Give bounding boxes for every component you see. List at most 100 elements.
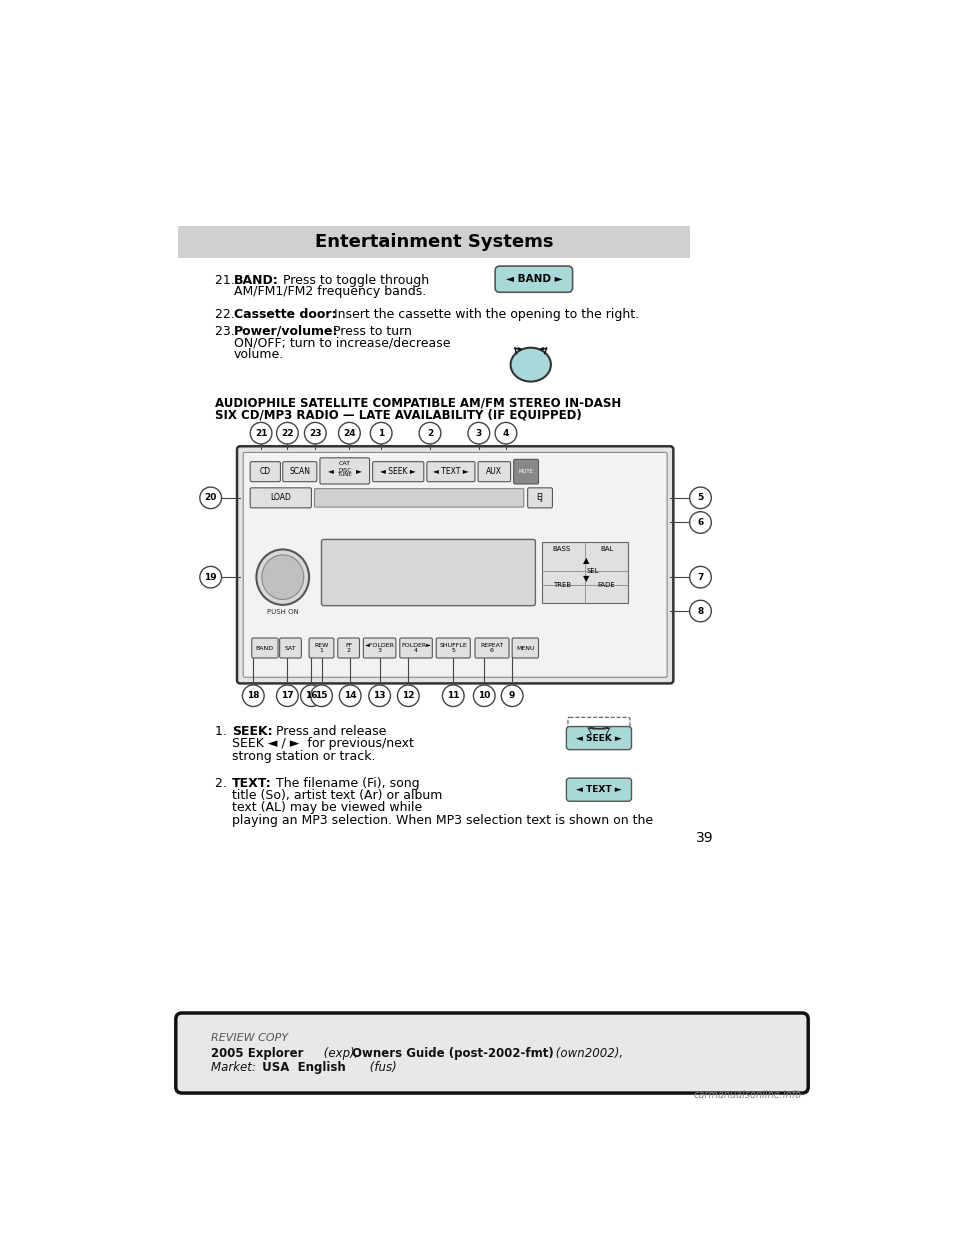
Text: SCAN: SCAN [289, 467, 310, 476]
FancyBboxPatch shape [372, 462, 423, 482]
Text: TREB: TREB [553, 581, 571, 587]
Text: 13: 13 [373, 692, 386, 700]
Text: Insert the cassette with the opening to the right.: Insert the cassette with the opening to … [330, 308, 639, 322]
Text: 21: 21 [254, 428, 267, 437]
Text: 21.: 21. [214, 273, 238, 287]
Text: ◄ TEXT ►: ◄ TEXT ► [576, 785, 622, 794]
Circle shape [420, 422, 441, 443]
Text: (exp),: (exp), [320, 1047, 362, 1059]
Text: Cassette door:: Cassette door: [234, 308, 336, 322]
Text: 2005 Explorer: 2005 Explorer [211, 1047, 304, 1059]
Text: 11: 11 [447, 692, 460, 700]
Circle shape [311, 684, 332, 707]
Circle shape [689, 600, 711, 622]
Text: AUDIOPHILE SATELLITE COMPATIBLE AM/FM STEREO IN-DASH: AUDIOPHILE SATELLITE COMPATIBLE AM/FM ST… [214, 397, 621, 410]
Ellipse shape [511, 348, 551, 381]
Text: CAT: CAT [339, 461, 350, 466]
Ellipse shape [262, 555, 303, 600]
FancyBboxPatch shape [514, 460, 539, 484]
Text: REW
1: REW 1 [314, 643, 328, 653]
Circle shape [689, 566, 711, 587]
Text: ▲: ▲ [583, 555, 589, 565]
FancyBboxPatch shape [542, 542, 628, 604]
Circle shape [468, 422, 490, 443]
Text: ◄ TEXT ►: ◄ TEXT ► [433, 467, 468, 476]
Text: SHUFFLE
5: SHUFFLE 5 [440, 643, 468, 653]
Text: volume.: volume. [234, 348, 284, 360]
Circle shape [501, 684, 523, 707]
FancyBboxPatch shape [478, 462, 511, 482]
Text: AM/FM1/FM2 frequency bands.: AM/FM1/FM2 frequency bands. [234, 286, 426, 298]
Text: 4: 4 [503, 428, 509, 437]
Circle shape [339, 684, 361, 707]
Circle shape [689, 487, 711, 509]
Circle shape [495, 422, 516, 443]
Text: Press and release: Press and release [272, 725, 386, 738]
Text: 5: 5 [697, 493, 704, 502]
Text: LOAD: LOAD [270, 493, 291, 502]
Circle shape [443, 684, 464, 707]
Text: 2.: 2. [214, 776, 230, 790]
Text: 23: 23 [309, 428, 322, 437]
FancyBboxPatch shape [176, 1013, 808, 1093]
Text: 17: 17 [281, 692, 294, 700]
Circle shape [276, 422, 299, 443]
Text: CD: CD [259, 467, 271, 476]
Circle shape [689, 512, 711, 533]
Text: playing an MP3 selection. When MP3 selection text is shown on the: playing an MP3 selection. When MP3 selec… [232, 814, 654, 826]
FancyBboxPatch shape [309, 638, 334, 658]
Text: 7: 7 [697, 573, 704, 581]
Text: 15: 15 [315, 692, 327, 700]
FancyBboxPatch shape [283, 462, 317, 482]
Text: ◄FOLDER
3: ◄FOLDER 3 [365, 643, 395, 653]
Circle shape [371, 422, 392, 443]
Text: SEL: SEL [587, 568, 599, 574]
Text: ◄ SEEK ►: ◄ SEEK ► [380, 467, 416, 476]
FancyBboxPatch shape [495, 266, 572, 292]
Text: 6: 6 [697, 518, 704, 527]
Text: 1.: 1. [214, 725, 230, 738]
Text: Owners Guide (post-2002-fmt): Owners Guide (post-2002-fmt) [352, 1047, 554, 1059]
FancyBboxPatch shape [338, 638, 359, 658]
Text: 14: 14 [344, 692, 356, 700]
Text: strong station or track.: strong station or track. [232, 750, 376, 763]
Text: 39: 39 [696, 831, 714, 846]
Circle shape [200, 487, 222, 509]
FancyBboxPatch shape [251, 488, 311, 508]
Text: 20: 20 [204, 493, 217, 502]
FancyBboxPatch shape [566, 779, 632, 801]
Text: SAT: SAT [285, 646, 297, 651]
Text: BAL: BAL [600, 546, 613, 553]
Text: 22: 22 [281, 428, 294, 437]
Circle shape [473, 684, 495, 707]
Text: DISC
TUNE: DISC TUNE [337, 468, 352, 477]
FancyBboxPatch shape [279, 638, 301, 658]
Text: AUX: AUX [487, 467, 502, 476]
Text: ◄: ◄ [328, 467, 334, 476]
Bar [179, 226, 689, 258]
Circle shape [243, 684, 264, 707]
Text: text (AL) may be viewed while: text (AL) may be viewed while [232, 801, 422, 815]
Text: 1: 1 [378, 428, 384, 437]
Text: MUTE: MUTE [518, 469, 534, 474]
Text: FADE: FADE [598, 581, 615, 587]
FancyBboxPatch shape [528, 488, 552, 508]
FancyBboxPatch shape [566, 727, 632, 750]
Text: (fus): (fus) [367, 1061, 397, 1074]
Text: TEXT:: TEXT: [232, 776, 272, 790]
Text: Market:: Market: [211, 1061, 260, 1074]
Text: SEEK ◄ / ►  for previous/next: SEEK ◄ / ► for previous/next [232, 738, 415, 750]
Text: 23.: 23. [214, 324, 238, 338]
Circle shape [251, 422, 272, 443]
Text: Entertainment Systems: Entertainment Systems [315, 233, 553, 251]
Text: EJ: EJ [537, 493, 543, 502]
Text: 3: 3 [476, 428, 482, 437]
Text: PUSH ON: PUSH ON [267, 610, 299, 616]
FancyBboxPatch shape [512, 638, 539, 658]
Text: MENU: MENU [516, 646, 535, 651]
FancyBboxPatch shape [320, 458, 370, 484]
Text: Press to turn: Press to turn [329, 324, 412, 338]
Text: 10: 10 [478, 692, 491, 700]
Text: ◄ BAND ►: ◄ BAND ► [506, 274, 563, 284]
Text: REPEAT
6: REPEAT 6 [480, 643, 504, 653]
